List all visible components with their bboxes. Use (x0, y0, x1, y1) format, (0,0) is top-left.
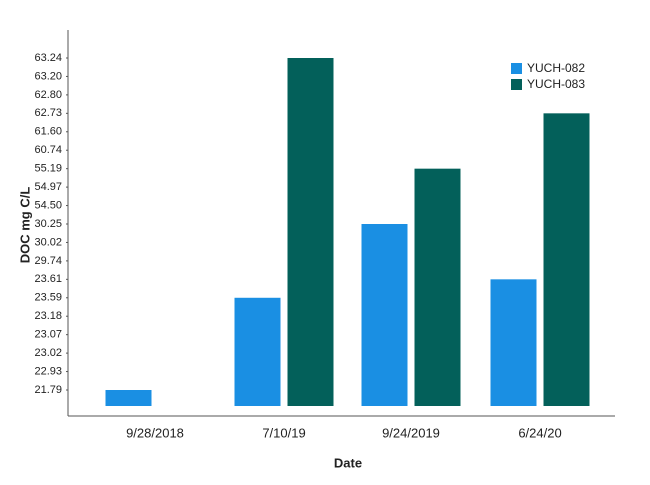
y-axis-title: DOC mg C/L (17, 187, 32, 264)
bar (490, 279, 537, 406)
y-tick-label: 30.02 (34, 236, 62, 248)
y-tick-label: 62.80 (34, 89, 62, 101)
y-tick-label: 21.79 (34, 384, 62, 396)
bar (361, 224, 408, 406)
legend-swatch (511, 63, 522, 74)
bar (105, 390, 152, 406)
bar (234, 297, 281, 406)
y-tick-label: 55.19 (34, 163, 62, 175)
y-tick-label: 60.74 (34, 144, 62, 156)
y-tick-label: 62.73 (34, 107, 62, 119)
y-tick-label: 23.59 (34, 292, 62, 304)
y-tick-label: 54.50 (34, 199, 62, 211)
y-tick-label: 30.25 (34, 218, 62, 230)
y-tick-label: 22.93 (34, 365, 62, 377)
y-tick-label: 23.02 (34, 347, 62, 359)
bar (543, 113, 590, 406)
y-tick-label: 29.74 (34, 255, 62, 267)
y-tick-label: 23.61 (34, 273, 62, 285)
x-tick-label: 7/10/19 (262, 425, 305, 440)
bar (287, 58, 334, 406)
bar (414, 168, 461, 406)
y-tick-label: 23.07 (34, 329, 62, 341)
y-tick-label: 63.20 (34, 70, 62, 82)
x-axis-title: Date (334, 455, 362, 470)
legend-swatch (511, 79, 522, 90)
x-tick-label: 9/28/2018 (126, 425, 184, 440)
legend-label: YUCH-082 (527, 61, 585, 75)
y-tick-label: 63.24 (34, 52, 62, 64)
legend-label: YUCH-083 (527, 77, 585, 91)
x-tick-label: 6/24/20 (518, 425, 561, 440)
y-tick-label: 23.18 (34, 310, 62, 322)
x-tick-label: 9/24/2019 (382, 425, 440, 440)
y-tick-label: 54.97 (34, 181, 62, 193)
y-tick-label: 61.60 (34, 126, 62, 138)
